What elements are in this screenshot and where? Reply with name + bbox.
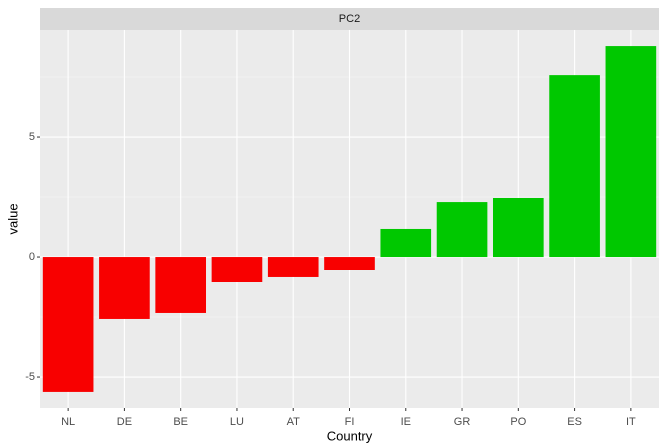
bar [492,198,544,258]
bar [211,257,263,282]
x-tick-label: LU [230,416,244,428]
x-tick-label: ES [567,416,582,428]
bar [155,257,207,313]
x-tick-label: IT [626,416,636,428]
facet-strip [40,8,659,30]
y-tick-label: -5 [25,371,35,383]
bar [267,257,319,277]
x-tick-label: DE [117,416,132,428]
x-tick-label: NL [61,416,75,428]
bar [99,257,150,319]
x-tick-label: IE [401,416,411,428]
bar [436,202,488,258]
bar [605,46,657,258]
bar [549,75,600,258]
y-tick-label: 0 [29,251,35,263]
x-tick-label: AT [287,416,301,428]
y-tick-label: 5 [29,131,35,143]
bar [324,257,375,270]
x-tick-label: BE [173,416,188,428]
x-tick-label: PO [510,416,526,428]
x-axis-title: Country [327,428,373,443]
bar [380,228,432,258]
facet-label: PC2 [339,13,360,25]
bar [42,257,94,392]
x-tick-label: GR [454,416,471,428]
x-tick-label: FI [345,416,355,428]
y-axis-title: value [5,203,20,234]
